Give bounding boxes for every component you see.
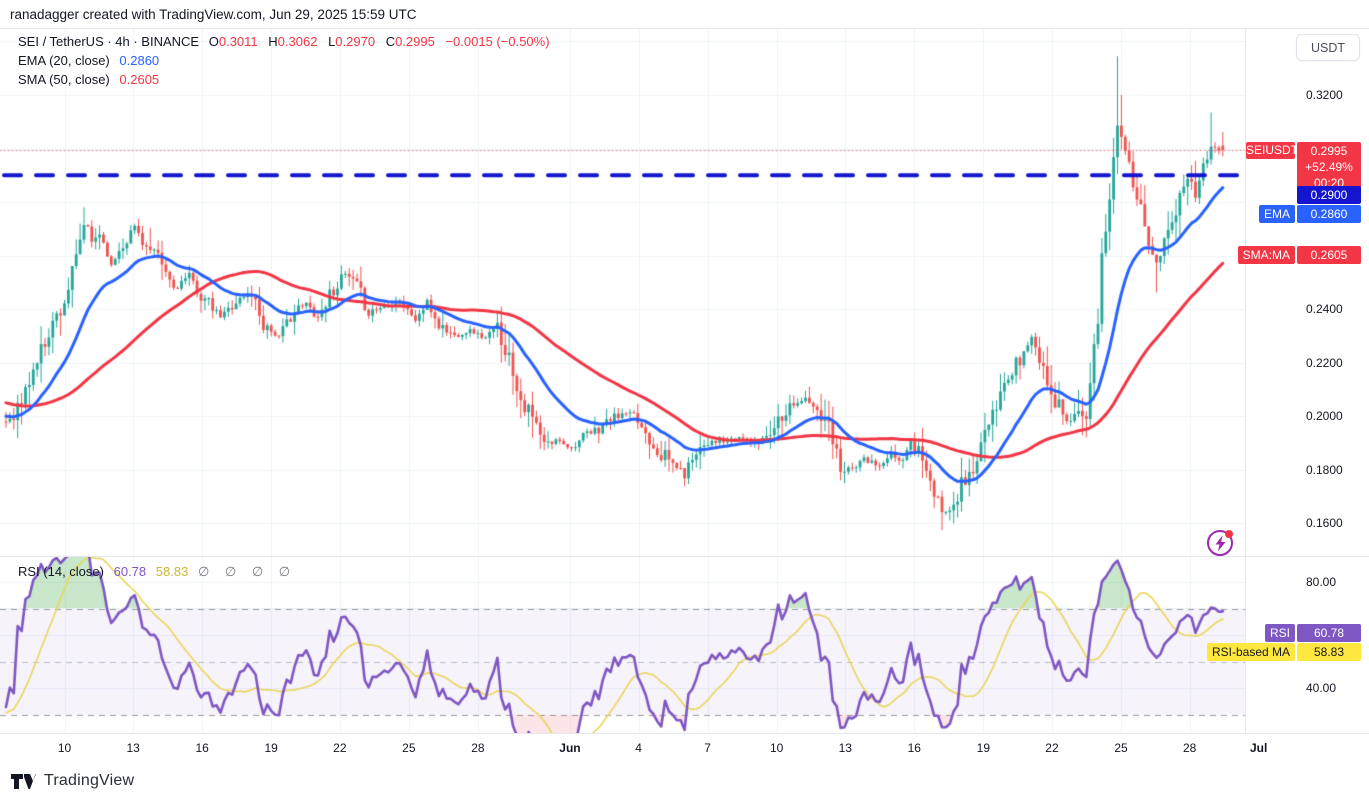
time-tick-label: 10 bbox=[769, 741, 784, 755]
price-tick-label: 0.1600 bbox=[1306, 516, 1343, 530]
symbol-price-badge: 0.2995 +52.49% 00:20 bbox=[1297, 142, 1361, 192]
level-price-badge: 0.2900 bbox=[1246, 186, 1369, 204]
rsi-label: RSI (14, close) bbox=[18, 564, 104, 579]
chart-canvas[interactable] bbox=[0, 28, 1246, 733]
time-tick-label: 28 bbox=[1182, 741, 1197, 755]
sma-label: SMA (50, close) bbox=[18, 72, 110, 87]
rsi-empty-slots: ∅ ∅ ∅ ∅ bbox=[197, 564, 297, 579]
time-tick-label: 25 bbox=[1114, 741, 1128, 755]
symbol-axis-tag: SEIUSDT bbox=[1246, 142, 1299, 159]
high-value: H0.3062 bbox=[268, 34, 318, 49]
symbol-title: SEI / TetherUS · 4h · BINANCE bbox=[18, 34, 200, 49]
price-axis[interactable]: USDT 0.3200 0.2400 0.2200 0.2000 0.1800 0.160… bbox=[1246, 28, 1369, 763]
price-tick-label: 0.2200 bbox=[1306, 355, 1343, 370]
time-tick-label: 22 bbox=[1045, 741, 1059, 755]
time-tick-label: Jun bbox=[559, 741, 581, 755]
time-tick-label: 4 bbox=[635, 741, 642, 755]
time-tick-label: 13 bbox=[126, 741, 140, 755]
ema-legend-row[interactable]: EMA (20, close) 0.2860 bbox=[18, 52, 550, 70]
time-tick-label: 10 bbox=[57, 741, 72, 755]
time-tick-label: 7 bbox=[704, 741, 711, 755]
currency-unit-button[interactable]: USDT bbox=[1296, 34, 1360, 61]
boost-lightning-icon[interactable] bbox=[1207, 530, 1233, 556]
price-axis-border bbox=[1245, 28, 1246, 733]
lightning-bolt-glyph bbox=[1215, 535, 1226, 552]
time-tick-label: 19 bbox=[976, 741, 991, 755]
ema-price-badge: EMA 0.2860 bbox=[1246, 205, 1369, 223]
price-tick-label: 0.1800 bbox=[1306, 462, 1343, 477]
time-tick-label: 16 bbox=[195, 741, 209, 755]
rsi-value: 60.78 bbox=[113, 564, 147, 579]
rsi-tick-label: 80.00 bbox=[1306, 575, 1337, 589]
notification-dot bbox=[1225, 530, 1233, 538]
tradingview-mark-icon bbox=[11, 773, 36, 789]
rsi-ma-value-badge: RSI-based MA 58.83 bbox=[1206, 643, 1369, 661]
time-tick-label: 16 bbox=[907, 741, 921, 755]
low-value: L0.2970 bbox=[328, 34, 376, 49]
symbol-legend-row[interactable]: SEI / TetherUS · 4h · BINANCE O0.3011 H0… bbox=[18, 33, 550, 51]
time-tick-label: 19 bbox=[264, 741, 278, 755]
time-axis[interactable]: 10 13 16 19 22 25 28 Jun 4 7 10 13 16 19 22 25 28 Jul bbox=[0, 733, 1369, 763]
symbol-last-price: 0.2995 bbox=[1310, 144, 1348, 158]
tradingview-logo[interactable]: TradingView bbox=[10, 768, 134, 794]
pane-divider[interactable] bbox=[0, 556, 1369, 557]
ema-value: 0.2860 bbox=[119, 53, 160, 68]
price-tick-label: 0.2000 bbox=[1306, 409, 1343, 423]
time-tick-label: Jul bbox=[1250, 741, 1268, 755]
main-legend: SEI / TetherUS · 4h · BINANCE O0.3011 H0… bbox=[18, 33, 550, 90]
chart-top-border bbox=[0, 28, 1369, 29]
sma-legend-row[interactable]: SMA (50, close) 0.2605 bbox=[18, 71, 550, 89]
price-tick-label: 0.2400 bbox=[1306, 302, 1343, 316]
rsi-ma-value: 58.83 bbox=[155, 564, 189, 579]
time-tick-label: 25 bbox=[402, 741, 416, 755]
sma-value: 0.2605 bbox=[119, 72, 160, 87]
attribution-text: ranadagger created with TradingView.com,… bbox=[10, 7, 417, 22]
ema-label: EMA (20, close) bbox=[18, 53, 110, 68]
close-value: C0.2995 bbox=[385, 34, 435, 49]
tradingview-brand-text: TradingView bbox=[44, 772, 135, 789]
rsi-tick-label: 40.00 bbox=[1306, 681, 1337, 695]
time-axis-border bbox=[0, 733, 1369, 734]
time-tick-label: 22 bbox=[333, 741, 347, 755]
time-tick-label: 13 bbox=[838, 741, 852, 755]
open-value: O0.3011 bbox=[208, 34, 258, 49]
symbol-change-pct: +52.49% bbox=[1305, 160, 1353, 174]
change-value: −0.0015 (−0.50%) bbox=[445, 34, 550, 49]
rsi-value-badge: RSI 60.78 bbox=[1246, 624, 1369, 642]
price-tick-label: 0.3200 bbox=[1306, 88, 1343, 102]
rsi-legend[interactable]: RSI (14, close) 60.78 58.83 ∅ ∅ ∅ ∅ bbox=[18, 563, 296, 582]
time-tick-label: 28 bbox=[471, 741, 485, 755]
sma-price-badge: SMA:MA 0.2605 bbox=[1237, 246, 1369, 264]
